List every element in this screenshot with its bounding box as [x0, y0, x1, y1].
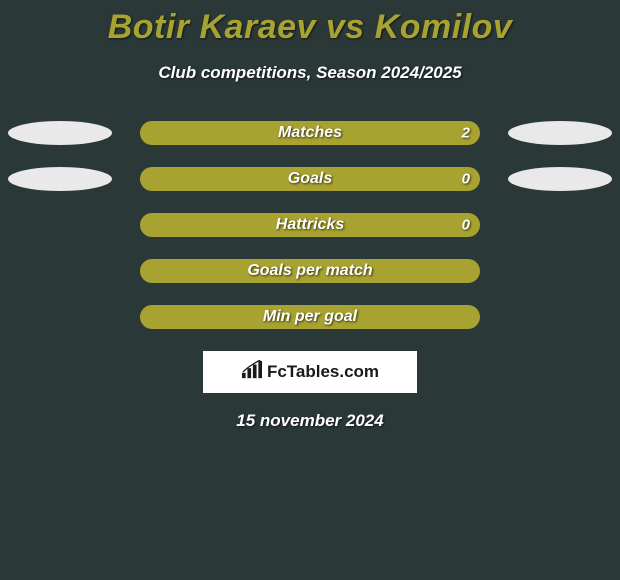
spacer [8, 213, 112, 237]
stat-value: 0 [462, 217, 470, 234]
footer-date: 15 november 2024 [0, 411, 620, 431]
page-subtitle: Club competitions, Season 2024/2025 [0, 63, 620, 83]
stat-bar: Matches 2 [140, 121, 480, 145]
player-right-ellipse [508, 167, 612, 191]
stat-bar: Min per goal [140, 305, 480, 329]
spacer [8, 259, 112, 283]
stat-label: Hattricks [276, 216, 344, 234]
stat-row: Goals per match [0, 259, 620, 283]
page-title: Botir Karaev vs Komilov [0, 0, 620, 47]
stat-label: Goals [288, 170, 332, 188]
stat-bar: Goals 0 [140, 167, 480, 191]
stat-label: Goals per match [247, 262, 372, 280]
spacer [508, 213, 612, 237]
brand-badge: FcTables.com [203, 351, 417, 393]
stats-container: Matches 2 Goals 0 Hattricks 0 Goals per match M… [0, 121, 620, 329]
stat-row: Matches 2 [0, 121, 620, 145]
player-left-ellipse [8, 167, 112, 191]
stat-bar: Goals per match [140, 259, 480, 283]
stat-value: 0 [462, 171, 470, 188]
chart-bars-icon [241, 360, 263, 385]
stat-label: Min per goal [263, 308, 357, 326]
spacer [508, 259, 612, 283]
player-right-ellipse [508, 121, 612, 145]
stat-value: 2 [462, 125, 470, 142]
stat-row: Hattricks 0 [0, 213, 620, 237]
player-left-ellipse [8, 121, 112, 145]
brand-text: FcTables.com [267, 362, 379, 382]
stat-row: Goals 0 [0, 167, 620, 191]
stat-label: Matches [278, 124, 342, 142]
spacer [508, 305, 612, 329]
spacer [8, 305, 112, 329]
stat-bar: Hattricks 0 [140, 213, 480, 237]
stat-row: Min per goal [0, 305, 620, 329]
